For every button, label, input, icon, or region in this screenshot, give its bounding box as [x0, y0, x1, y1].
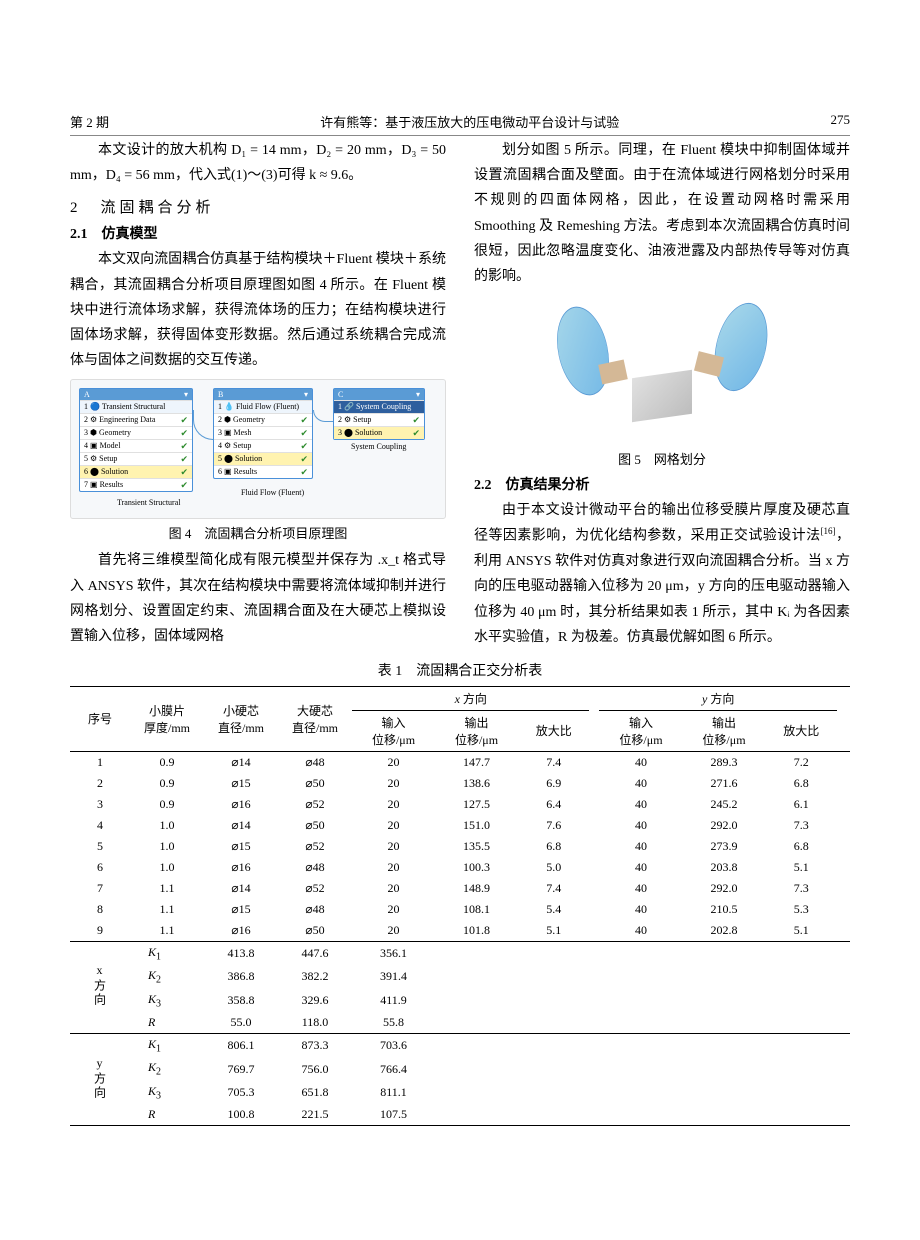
figure-4-workbench: A▾ 1 🔵 Transient Structural 2 ⚙ Engineer… — [70, 379, 446, 519]
citation-16: [16] — [821, 526, 836, 536]
table-row: 71.1⌀14⌀5220148.97.440292.07.3 — [70, 878, 850, 899]
table-row: 81.1⌀15⌀4820108.15.440210.55.3 — [70, 899, 850, 920]
th-large-core: 大硬芯 直径/mm — [278, 686, 352, 751]
section-2-heading: 2 流固耦合分析 — [70, 196, 446, 217]
th-y-ratio: 放大比 — [765, 710, 836, 751]
table-row: 91.1⌀16⌀5020101.85.140202.85.1 — [70, 920, 850, 942]
table-row-stat: K2769.7756.0766.4 — [70, 1057, 850, 1080]
connector-1 — [193, 410, 213, 440]
table-row-stat: x方向K1413.8447.6356.1 — [70, 941, 850, 965]
group-label: x方向 — [70, 941, 130, 1033]
table-1: 序号 小膜片 厚度/mm 小硬芯 直径/mm 大硬芯 直径/mm x x 方向方… — [70, 686, 850, 1126]
figure-5-mesh — [474, 295, 850, 445]
wb-label-c: System Coupling — [351, 442, 406, 451]
th-y-in: 输入 位移/μm — [599, 710, 682, 751]
table-row: 51.0⌀15⌀5220135.56.840273.96.8 — [70, 836, 850, 857]
table-row-stat: R100.8221.5107.5 — [70, 1104, 850, 1126]
subsection-2-1: 2.1 仿真模型 — [70, 223, 446, 243]
running-title: 许有熊等：基于液压放大的压电微动平台设计与试验 — [320, 112, 619, 131]
table-row: 20.9⌀15⌀5020138.66.940271.66.8 — [70, 773, 850, 794]
mesh-disc-left — [549, 302, 616, 400]
wb-c-header: C▾ — [334, 389, 424, 400]
mesh-disc-right — [706, 297, 776, 396]
table-row: 30.9⌀16⌀5220127.56.440245.26.1 — [70, 794, 850, 815]
group-label: y方向 — [70, 1034, 130, 1126]
th-small-core: 小硬芯 直径/mm — [204, 686, 278, 751]
figure-5-caption: 图 5 网格划分 — [474, 449, 850, 468]
th-seq: 序号 — [70, 686, 130, 751]
table-row-stat: R55.0118.055.8 — [70, 1012, 850, 1034]
right-column: 划分如图 5 所示。同理，在 Fluent 模块中抑制固体域并设置流固耦合面及壁… — [474, 138, 850, 650]
figure-4-caption: 图 4 流固耦合分析项目原理图 — [70, 523, 446, 542]
para-mesh-setup: 首先将三维模型简化成有限元模型并保存为 .x_t 格式导入 ANSYS 软件，其… — [70, 548, 446, 649]
issue: 第 2 期 — [70, 112, 109, 131]
th-y-out: 输出 位移/μm — [682, 710, 765, 751]
wb-label-b: Fluid Flow (Fluent) — [241, 488, 304, 497]
table-row: 41.0⌀14⌀5020151.07.640292.07.3 — [70, 815, 850, 836]
th-x-ratio: 放大比 — [518, 710, 589, 751]
wb-a-header: A▾ — [80, 389, 192, 400]
subsection-2-2: 2.2 仿真结果分析 — [474, 474, 850, 494]
th-y-group: y 方向 — [599, 686, 836, 710]
th-thickness: 小膜片 厚度/mm — [130, 686, 204, 751]
left-column: 本文设计的放大机构 D₁ = 14 mm，D₂ = 20 mm，D₃ = 50 … — [70, 138, 446, 650]
mesh-base — [632, 370, 692, 422]
para-design-params: 本文设计的放大机构 D₁ = 14 mm，D₂ = 20 mm，D₃ = 50 … — [70, 138, 446, 188]
wb-block-b: B▾ 1 💧 Fluid Flow (Fluent) 2 ⬢ Geometry✔… — [213, 388, 313, 479]
connector-2 — [313, 410, 333, 422]
two-column-body: 本文设计的放大机构 D₁ = 14 mm，D₂ = 20 mm，D₃ = 50 … — [70, 138, 850, 650]
para-mesh-continued: 划分如图 5 所示。同理，在 Fluent 模块中抑制固体域并设置流固耦合面及壁… — [474, 138, 850, 289]
table-row-stat: K3705.3651.8811.1 — [70, 1081, 850, 1104]
mesh-hub-left — [598, 360, 628, 385]
page-number: 275 — [831, 112, 851, 131]
table-row-stat: K3358.8329.6411.9 — [70, 989, 850, 1012]
th-x-in: 输入 位移/μm — [352, 710, 435, 751]
para-results: 由于本文设计微动平台的输出位移受膜片厚度及硬芯直径等因素影响，为优化结构参数，采… — [474, 498, 850, 650]
wb-block-a: A▾ 1 🔵 Transient Structural 2 ⚙ Engineer… — [79, 388, 193, 492]
wb-block-c: C▾ 1 🔗 System Coupling 2 ⚙ Setup✔ 3 ⬤ So… — [333, 388, 425, 440]
para-fsi-model: 本文双向流固耦合仿真基于结构模块＋Fluent 模块＋系统耦合，其流固耦合分析项… — [70, 247, 446, 373]
page-header: 第 2 期 许有熊等：基于液压放大的压电微动平台设计与试验 275 — [70, 112, 850, 136]
table-1-caption: 表 1 流固耦合正交分析表 — [70, 660, 850, 680]
table-row: 10.9⌀14⌀4820147.77.440289.37.2 — [70, 751, 850, 773]
table-row: 61.0⌀16⌀4820100.35.040203.85.1 — [70, 857, 850, 878]
table-row-stat: y方向K1806.1873.3703.6 — [70, 1034, 850, 1058]
th-x-group: x x 方向方向 — [352, 686, 589, 710]
wb-label-a: Transient Structural — [117, 498, 180, 507]
wb-b-header: B▾ — [214, 389, 312, 400]
table-row-stat: K2386.8382.2391.4 — [70, 965, 850, 988]
th-x-out: 输出 位移/μm — [435, 710, 518, 751]
